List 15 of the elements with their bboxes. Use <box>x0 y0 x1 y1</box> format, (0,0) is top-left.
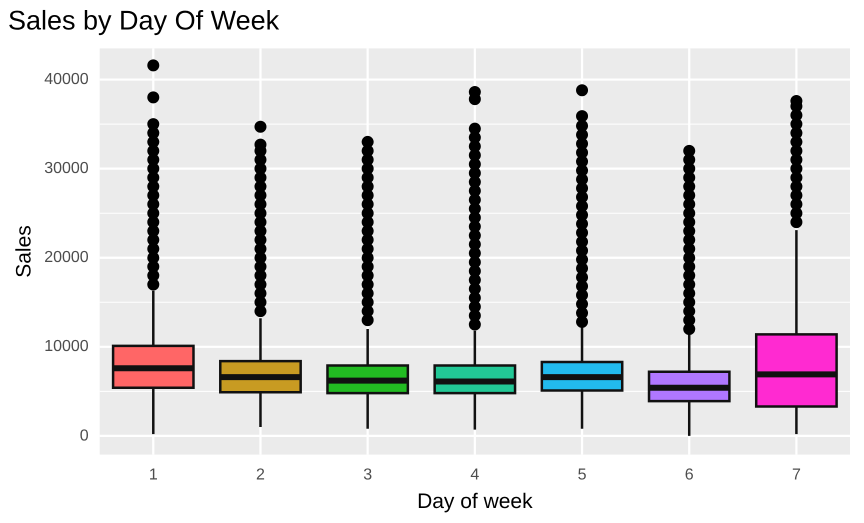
x-tick-label: 6 <box>684 466 694 484</box>
chart-title: Sales by Day Of Week <box>8 6 280 36</box>
y-tick-label: 20000 <box>44 249 89 266</box>
x-tick-label: 3 <box>363 466 372 484</box>
x-tick-label: 5 <box>578 466 587 484</box>
x-tick-label: 7 <box>792 466 801 484</box>
y-tick-label: 40000 <box>44 70 89 88</box>
y-axis-title: Sales <box>12 225 36 278</box>
y-tick-label: 10000 <box>44 338 89 356</box>
y-tick-label: 30000 <box>44 160 89 178</box>
x-tick-label: 2 <box>256 466 266 484</box>
x-axis-title: Day of week <box>417 490 534 514</box>
x-tick-label: 1 <box>148 466 158 484</box>
y-tick-label: 0 <box>80 427 89 444</box>
x-tick-label: 4 <box>470 466 480 484</box>
